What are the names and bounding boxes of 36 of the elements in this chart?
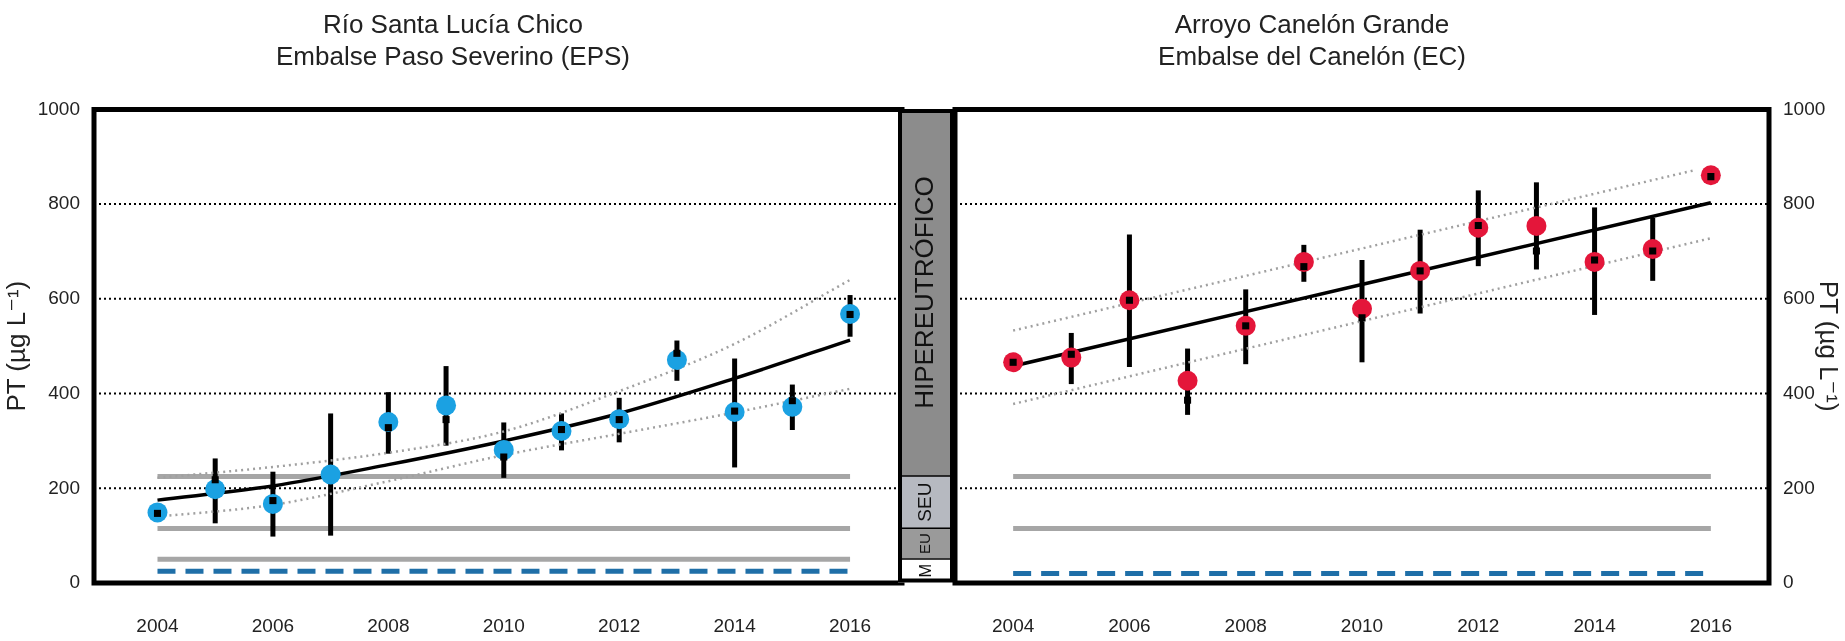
y2-tick-label: 400: [1783, 381, 1815, 403]
x-tick-label: 2006: [251, 614, 295, 636]
x-tick-label: 2004: [136, 614, 180, 636]
x-tick-label: 2014: [1573, 614, 1617, 636]
x-tick-label: 2010: [1340, 614, 1384, 636]
x-tick-label: 2008: [367, 614, 410, 636]
x-tick-label: 2010: [482, 614, 525, 636]
y-axis-title: PT (µg L⁻¹): [0, 280, 31, 412]
y-tick-label: 200: [48, 476, 80, 498]
series-label: EU: [916, 533, 934, 555]
y2-tick-label: 800: [1783, 192, 1815, 214]
x-tick-label: 2014: [713, 614, 757, 636]
chart-subtitle: Embalse del Canelón (EC): [1157, 40, 1467, 72]
x-tick-label: 2004: [992, 614, 1035, 636]
x-tick-label: 2016: [828, 614, 872, 636]
y2-tick-label: 200: [1783, 476, 1815, 498]
x-tick-label: 2016: [1689, 614, 1732, 636]
x-tick-label: 2012: [1457, 614, 1500, 636]
y-tick-label: 0: [69, 571, 80, 593]
x-tick-label: 2006: [1108, 614, 1151, 636]
chart-subtitle: Embalse Paso Severino (EPS): [274, 40, 631, 72]
chart-title: Arroyo Canelón Grande: [1173, 8, 1451, 40]
y2-tick-label: 600: [1783, 287, 1815, 309]
y-tick-label: 400: [48, 381, 80, 403]
series-label: SEU: [914, 482, 936, 523]
y2-tick-label: 1000: [1783, 97, 1826, 119]
y2-axis-title: PT (µg L⁻¹): [1814, 280, 1845, 412]
y2-tick-label: 0: [1783, 571, 1794, 593]
y-tick-label: 600: [48, 287, 80, 309]
y-tick-label: 800: [48, 192, 80, 214]
series-label: M: [915, 564, 934, 578]
x-tick-label: 2008: [1224, 614, 1267, 636]
series-label: HIPEREUTRÓFICO: [909, 176, 940, 410]
x-tick-label: 2012: [598, 614, 641, 636]
chart-title: Río Santa Lucía Chico: [321, 8, 585, 40]
y-tick-label: 1000: [37, 97, 80, 119]
